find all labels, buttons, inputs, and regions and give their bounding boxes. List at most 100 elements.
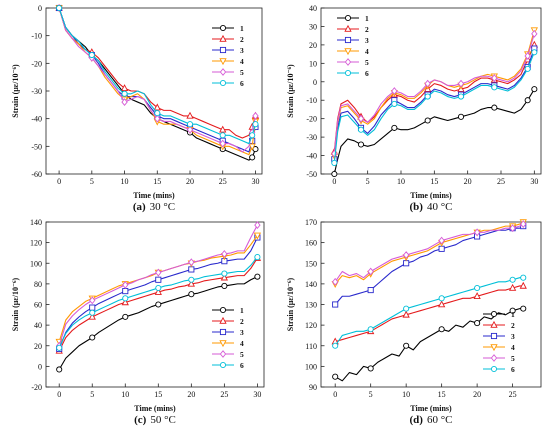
- legend-label-2: 2: [365, 25, 369, 34]
- y-tick-label: -40: [306, 152, 317, 161]
- data-point-3: [332, 301, 339, 308]
- legend-label-5: 5: [240, 68, 244, 77]
- legend-label-5: 5: [240, 350, 244, 359]
- series-1: [331, 86, 538, 178]
- data-point-5: [402, 251, 410, 259]
- x-axis-label: Time (mins): [134, 404, 176, 413]
- x-tick-label: 15: [154, 390, 162, 399]
- series-line-5: [58, 7, 256, 153]
- chart-b: 0 5 10 15 20 25 30-50-40-30-20-10010203040Time…: [286, 4, 542, 213]
- panel-caption: (d) 60 °C: [410, 414, 453, 426]
- y-tick-label: 160: [305, 239, 317, 248]
- x-axis-label: Time (mins): [410, 404, 452, 413]
- y-tick-label: 0: [38, 362, 42, 371]
- data-point-6: [252, 121, 259, 128]
- x-tick-label: 25: [219, 177, 227, 186]
- x-tick-label: 5: [90, 177, 94, 186]
- series-line-3: [58, 7, 256, 153]
- data-point-6: [491, 84, 498, 91]
- x-axis-label: Time (mins): [410, 191, 452, 200]
- data-point-6: [391, 100, 398, 107]
- data-point-1: [56, 366, 63, 373]
- y-tick-label: 110: [305, 342, 317, 351]
- data-point-6: [154, 110, 161, 117]
- legend-marker-4: [219, 340, 227, 348]
- data-point-3: [367, 287, 374, 294]
- y-tick-label: -10: [31, 32, 42, 41]
- data-point-6: [56, 344, 63, 351]
- legend-marker-2: [344, 24, 352, 32]
- series-5: [331, 29, 538, 158]
- legend-marker-6: [490, 365, 498, 373]
- x-tick-label: 20: [464, 177, 472, 186]
- series-5: [332, 220, 527, 286]
- y-tick-label: 100: [305, 362, 317, 371]
- data-point-6: [331, 159, 338, 166]
- legend-marker-4: [490, 344, 498, 352]
- data-point-3: [89, 304, 96, 311]
- y-tick-label: 170: [305, 218, 317, 227]
- x-tick-label: 0: [333, 390, 337, 399]
- y-tick-label: 100: [30, 259, 42, 268]
- series-2: [330, 40, 538, 155]
- x-tick-label: 15: [430, 177, 438, 186]
- panel-caption: (a) 30 °C: [133, 201, 175, 213]
- data-point-2: [220, 273, 229, 281]
- legend: 1 2 3 4 5 6: [212, 24, 244, 88]
- caption-letter: (a): [133, 201, 146, 213]
- data-point-5: [254, 221, 261, 230]
- data-point-5: [122, 280, 129, 289]
- x-tick-label: 15: [153, 177, 161, 186]
- data-point-5: [491, 74, 498, 83]
- y-tick-label: 20: [34, 342, 42, 351]
- y-tick-label: -30: [31, 87, 42, 96]
- legend-marker-6: [219, 79, 227, 87]
- y-tick-label: -20: [31, 383, 42, 392]
- series-6: [56, 254, 261, 351]
- legend-label-6: 6: [365, 69, 369, 78]
- chart-panel-c: 0 5 10 15 20 25 30 -20 0 20 40 60 80 100 120 140 Time (m…: [0, 214, 275, 432]
- data-point-6: [219, 132, 226, 139]
- data-point-5: [391, 87, 398, 95]
- y-tick-label: -20: [31, 59, 42, 68]
- data-point-5: [520, 220, 527, 228]
- legend-marker-5: [490, 354, 498, 362]
- x-tick-label: 30: [530, 177, 538, 186]
- y-tick-label: -40: [31, 115, 42, 124]
- legend-marker-3: [219, 46, 227, 54]
- data-point-6: [254, 254, 261, 261]
- caption-letter: (d): [410, 414, 424, 426]
- data-point-6: [88, 51, 95, 59]
- x-axis-label: Time (mins): [133, 191, 175, 200]
- legend-marker-2: [490, 320, 498, 328]
- data-point-3: [122, 288, 129, 295]
- y-tick-label: -60: [31, 170, 42, 179]
- data-point-6: [221, 270, 228, 277]
- data-point-5: [154, 114, 161, 123]
- data-point-2: [88, 312, 96, 320]
- data-point-5: [509, 224, 516, 233]
- y-tick-label: 20: [309, 41, 317, 50]
- x-tick-label: 10: [121, 390, 129, 399]
- legend-marker-3: [219, 328, 227, 336]
- data-point-5: [219, 139, 226, 148]
- data-point-4: [253, 232, 262, 240]
- plot-frame: [320, 7, 542, 175]
- y-tick-label: 60: [34, 301, 42, 310]
- y-tick-label: 120: [30, 239, 42, 248]
- data-point-4: [248, 143, 256, 151]
- y-tick-label: -20: [306, 115, 317, 124]
- series-line-1: [333, 88, 535, 175]
- data-point-6: [509, 276, 516, 283]
- data-point-1: [391, 124, 398, 131]
- data-point-6: [531, 49, 538, 56]
- series-4: [330, 27, 538, 160]
- x-tick-label: 0: [57, 390, 61, 399]
- data-point-2: [154, 287, 162, 295]
- y-tick-label: 90: [309, 383, 317, 392]
- series-line-6: [334, 277, 524, 347]
- series-6: [56, 4, 259, 145]
- data-point-2: [120, 84, 129, 91]
